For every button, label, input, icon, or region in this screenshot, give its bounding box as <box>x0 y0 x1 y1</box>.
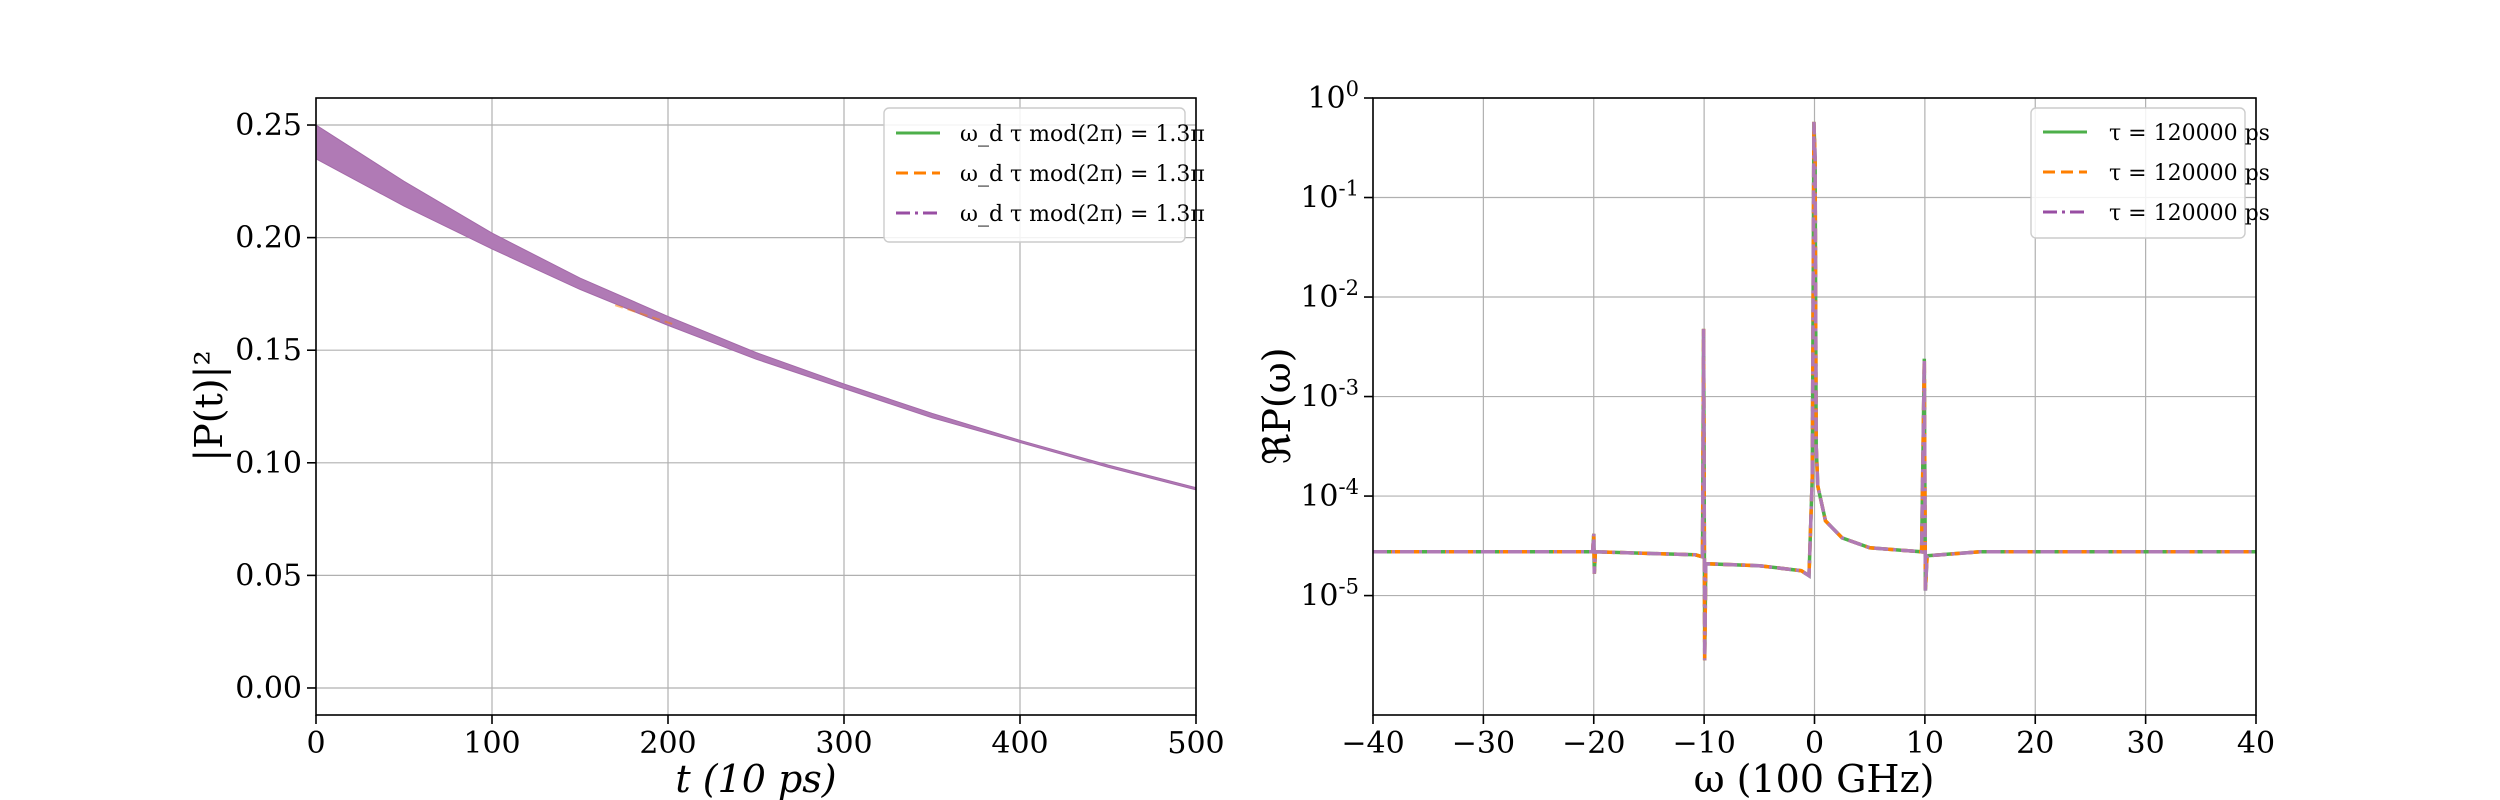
left-y-tick-label: 0.05 <box>235 558 302 593</box>
left-y-tick-label: 0.10 <box>235 446 302 481</box>
right-x-tick-label: 20 <box>2016 726 2054 761</box>
right-x-tick-label: −10 <box>1672 726 1735 761</box>
right-legend-label: τ = 120000 ps <box>2109 201 2270 226</box>
right-y-tick-label: 10-3 <box>1300 376 1359 415</box>
left-x-tick-label: 0 <box>306 726 325 761</box>
left-legend-label: ω_d τ mod(2π) = 1.3π <box>960 162 1205 187</box>
right-legend-label: τ = 120000 ps <box>2109 161 2270 186</box>
left-x-tick-label: 300 <box>815 726 872 761</box>
left-y-tick-label: 0.00 <box>235 671 302 706</box>
left-series-orange-trace <box>614 304 678 327</box>
left-plot: 0 100 200 300 400 500 0.00 0.05 0.10 0.15 0.20 0.25… <box>187 97 1225 800</box>
right-legend-label: τ = 120000 ps <box>2109 121 2270 146</box>
left-x-tick-label: 500 <box>1167 726 1224 761</box>
right-x-tick-label: 0 <box>1805 726 1824 761</box>
left-y-tick-label: 0.25 <box>235 108 302 143</box>
right-ylabel: ℜP(ω) <box>1255 347 1299 464</box>
left-legend-box <box>883 107 1186 243</box>
left-legend: ω_d τ mod(2π) = 1.3π ω_d τ mod(2π) = 1.3π… <box>883 107 1205 243</box>
right-x-tick-label: 30 <box>2127 726 2165 761</box>
right-x-tick-label: 40 <box>2237 726 2275 761</box>
left-y-tick-label: 0.20 <box>235 221 302 256</box>
right-plot: −40 −30 −20 −10 0 10 20 30 40 100 10-1 10-2 10-3 10-4… <box>1255 77 2275 800</box>
right-xlabel: ω (100 GHz) <box>1694 757 1935 800</box>
left-legend-label: ω_d τ mod(2π) = 1.3π <box>960 122 1205 147</box>
right-legend: τ = 120000 ps τ = 120000 ps τ = 120000 ps <box>2030 107 2270 239</box>
right-x-tick-label: −30 <box>1452 726 1515 761</box>
left-ylabel: |P(t)|² <box>187 350 231 461</box>
right-data <box>1373 121 2256 661</box>
right-legend-box <box>2030 107 2246 239</box>
right-x-tick-label: −20 <box>1562 726 1625 761</box>
right-y-tick-label: 10-4 <box>1300 475 1359 514</box>
right-y-tick-label: 100 <box>1307 77 1359 116</box>
left-xlabel: t (10 ps) <box>675 757 836 800</box>
right-x-tick-label: 10 <box>1906 726 1944 761</box>
left-x-tick-label: 200 <box>639 726 696 761</box>
right-y-tick-label: 10-1 <box>1300 177 1359 216</box>
left-axes-frame <box>315 97 1197 716</box>
left-legend-label: ω_d τ mod(2π) = 1.3π <box>960 202 1205 227</box>
right-y-tick-label: 10-2 <box>1300 276 1359 315</box>
right-series-purple-line <box>1373 121 2256 661</box>
right-x-tick-label: −40 <box>1341 726 1404 761</box>
left-x-tick-label: 100 <box>463 726 520 761</box>
left-y-tick-label: 0.15 <box>235 333 302 368</box>
left-ticks: 0 100 200 300 400 500 0.00 0.05 0.10 0.15 0.20 0.25 <box>235 108 1224 761</box>
right-ticks: −40 −30 −20 −10 0 10 20 30 40 100 10-1 10-2 10-3 10-4… <box>1300 77 2275 761</box>
left-x-tick-label: 400 <box>991 726 1048 761</box>
right-y-tick-label: 10-5 <box>1300 575 1359 614</box>
